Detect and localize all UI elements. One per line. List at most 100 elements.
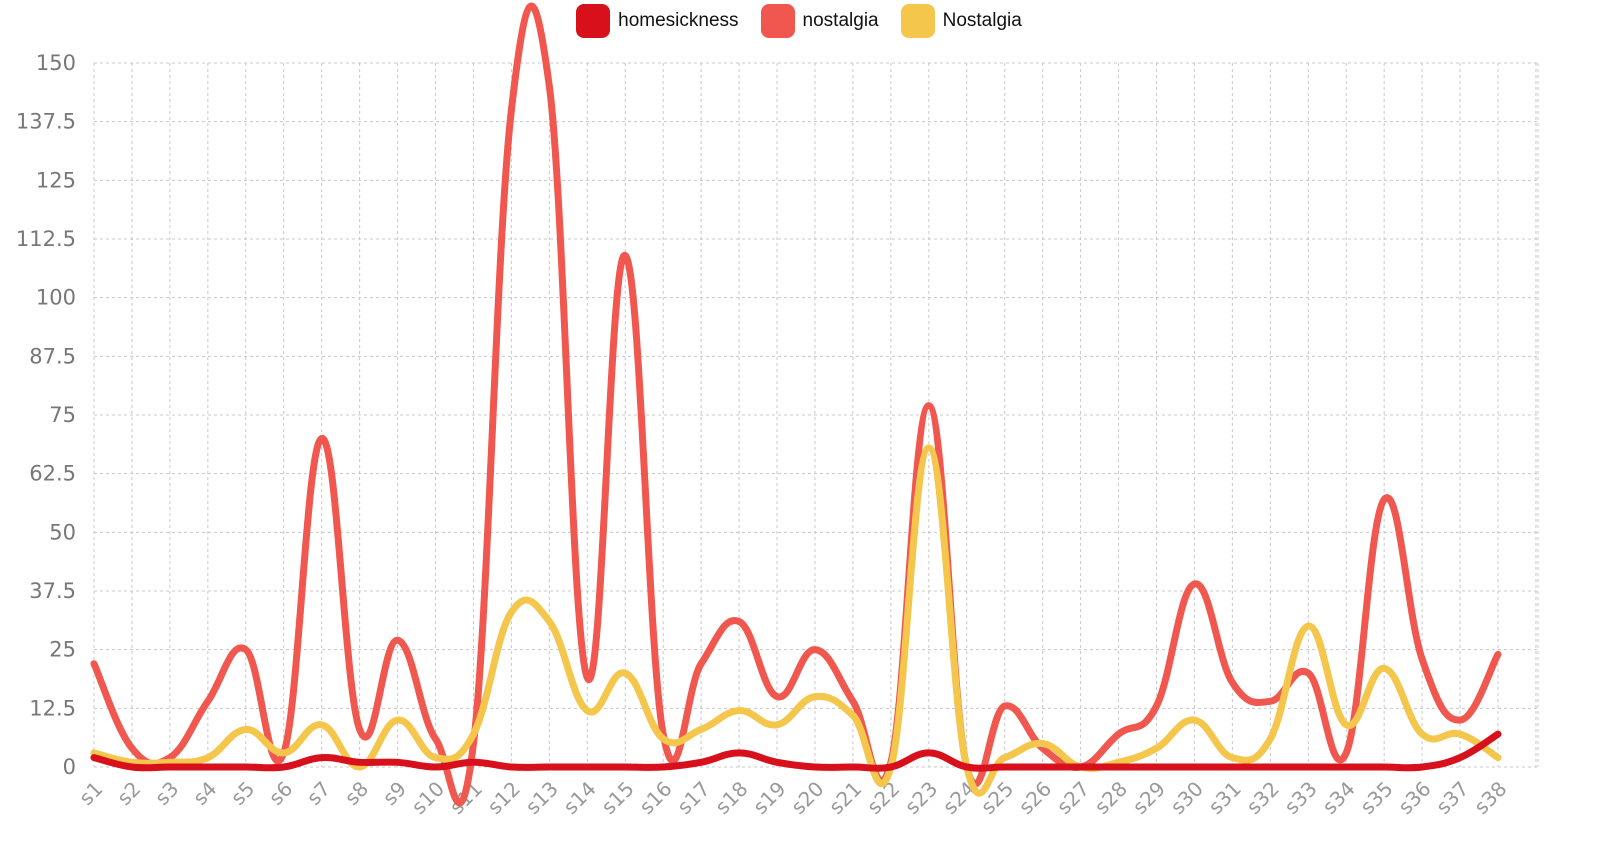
data-point[interactable] <box>660 736 666 742</box>
data-point[interactable] <box>395 637 401 643</box>
data-point[interactable] <box>1191 717 1197 723</box>
data-point[interactable] <box>243 647 249 653</box>
data-point[interactable] <box>1002 703 1008 709</box>
data-point[interactable] <box>812 764 818 770</box>
data-point[interactable] <box>319 755 325 761</box>
data-point[interactable] <box>1229 764 1235 770</box>
data-point[interactable] <box>1381 764 1387 770</box>
data-point[interactable] <box>1229 680 1235 686</box>
data-point[interactable] <box>1343 764 1349 770</box>
data-point[interactable] <box>850 764 856 770</box>
data-point[interactable] <box>1116 731 1122 737</box>
data-point[interactable] <box>736 708 742 714</box>
data-point[interactable] <box>660 764 666 770</box>
data-point[interactable] <box>1229 755 1235 761</box>
data-point[interactable] <box>205 698 211 704</box>
data-point[interactable] <box>1343 750 1349 756</box>
data-point[interactable] <box>1457 755 1463 761</box>
data-point[interactable] <box>129 764 135 770</box>
data-point[interactable] <box>395 759 401 765</box>
data-point[interactable] <box>1343 722 1349 728</box>
data-point[interactable] <box>888 764 894 770</box>
data-point[interactable] <box>1495 755 1501 761</box>
data-point[interactable] <box>205 764 211 770</box>
data-point[interactable] <box>1040 764 1046 770</box>
data-point[interactable] <box>357 759 363 765</box>
data-point[interactable] <box>1191 764 1197 770</box>
data-point[interactable] <box>243 764 249 770</box>
data-point[interactable] <box>1495 651 1501 657</box>
data-point[interactable] <box>1495 731 1501 737</box>
data-point[interactable] <box>1191 581 1197 587</box>
data-point[interactable] <box>1419 731 1425 737</box>
data-point[interactable] <box>546 619 552 625</box>
data-point[interactable] <box>1153 703 1159 709</box>
data-point[interactable] <box>1267 698 1273 704</box>
legend-item-nostalgia-capital[interactable]: Nostalgia <box>900 4 1022 38</box>
data-point[interactable] <box>1419 656 1425 662</box>
data-point[interactable] <box>584 675 590 681</box>
data-point[interactable] <box>281 750 287 756</box>
data-point[interactable] <box>167 764 173 770</box>
data-point[interactable] <box>736 619 742 625</box>
data-point[interactable] <box>470 731 476 737</box>
data-point[interactable] <box>622 670 628 676</box>
data-point[interactable] <box>546 83 552 89</box>
data-point[interactable] <box>508 609 514 615</box>
data-point[interactable] <box>1457 731 1463 737</box>
data-point[interactable] <box>319 435 325 441</box>
data-point[interactable] <box>91 661 97 667</box>
data-point[interactable] <box>1381 496 1387 502</box>
series-line-nostalgia-1[interactable] <box>90 2 1502 807</box>
data-point[interactable] <box>1002 755 1008 761</box>
data-point[interactable] <box>1078 764 1084 770</box>
data-point[interactable] <box>433 736 439 742</box>
data-point[interactable] <box>243 726 249 732</box>
legend-item-nostalgia[interactable]: nostalgia <box>760 4 879 38</box>
data-point[interactable] <box>205 755 211 761</box>
data-point[interactable] <box>281 764 287 770</box>
data-point[interactable] <box>1040 741 1046 747</box>
data-point[interactable] <box>433 764 439 770</box>
data-point[interactable] <box>546 764 552 770</box>
data-point[interactable] <box>774 722 780 728</box>
data-point[interactable] <box>774 759 780 765</box>
data-point[interactable] <box>584 764 590 770</box>
series-line-homesickness-0[interactable] <box>90 730 1502 772</box>
data-point[interactable] <box>698 726 704 732</box>
data-point[interactable] <box>508 764 514 770</box>
data-point[interactable] <box>433 755 439 761</box>
data-point[interactable] <box>1267 736 1273 742</box>
data-point[interactable] <box>698 661 704 667</box>
data-point[interactable] <box>926 403 932 409</box>
data-point[interactable] <box>1002 764 1008 770</box>
data-point[interactable] <box>926 445 932 451</box>
data-point[interactable] <box>850 698 856 704</box>
data-point[interactable] <box>622 252 628 258</box>
data-point[interactable] <box>1381 665 1387 671</box>
data-point[interactable] <box>812 647 818 653</box>
data-point[interactable] <box>470 759 476 765</box>
data-point[interactable] <box>964 764 970 770</box>
data-point[interactable] <box>1116 764 1122 770</box>
data-point[interactable] <box>1153 764 1159 770</box>
data-point[interactable] <box>1457 717 1463 723</box>
data-point[interactable] <box>622 764 628 770</box>
data-point[interactable] <box>926 750 932 756</box>
data-point[interactable] <box>129 745 135 751</box>
data-point[interactable] <box>1267 764 1273 770</box>
data-point[interactable] <box>774 694 780 700</box>
data-point[interactable] <box>1153 745 1159 751</box>
data-point[interactable] <box>698 759 704 765</box>
data-point[interactable] <box>1305 764 1311 770</box>
data-point[interactable] <box>395 717 401 723</box>
data-point[interactable] <box>1419 764 1425 770</box>
series-line-nostalgia-2[interactable] <box>90 444 1502 797</box>
data-point[interactable] <box>850 712 856 718</box>
data-point[interactable] <box>584 708 590 714</box>
data-point[interactable] <box>1305 670 1311 676</box>
data-point[interactable] <box>91 755 97 761</box>
legend-item-homesickness[interactable]: homesickness <box>576 4 739 38</box>
data-point[interactable] <box>319 722 325 728</box>
data-point[interactable] <box>736 750 742 756</box>
